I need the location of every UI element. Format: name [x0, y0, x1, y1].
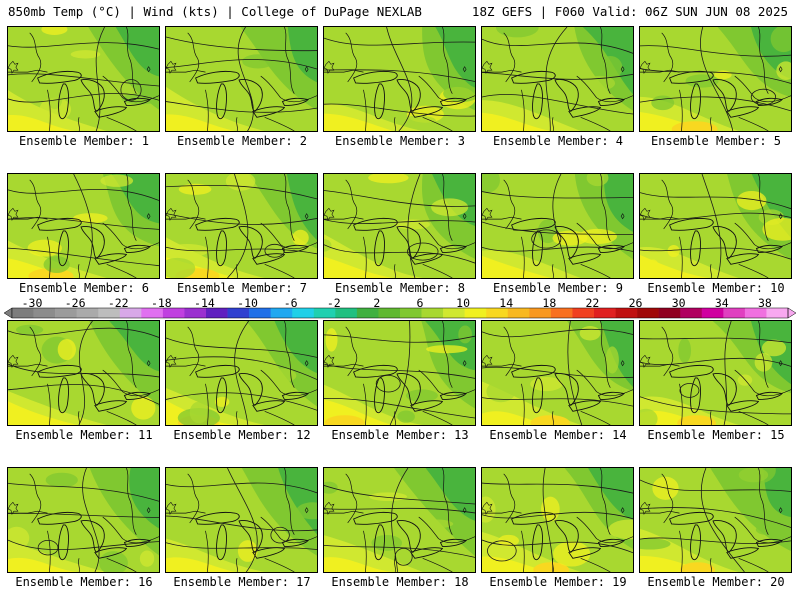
ensemble-member-map[interactable] [165, 26, 318, 132]
colorbar-swatch [572, 308, 595, 318]
colorbar-swatch [658, 308, 681, 318]
colorbar-swatch [33, 308, 56, 318]
colorbar-swatch [701, 308, 724, 318]
colorbar-tick-label: 38 [757, 296, 772, 310]
colorbar-arrow-left [3, 307, 13, 319]
ensemble-member-label: Ensemble Member: 2 [176, 134, 308, 148]
colorbar-tick-label: -26 [64, 296, 86, 310]
ensemble-member-map[interactable] [7, 320, 160, 426]
colorbar-swatch [615, 308, 638, 318]
colorbar-tick-label: -18 [150, 296, 172, 310]
colorbar-swatch [184, 308, 207, 318]
colorbar-swatch [292, 308, 315, 318]
colorbar-tick-label: 22 [585, 296, 600, 310]
colorbar-tick-label: 2 [373, 296, 381, 310]
ensemble-member-map[interactable] [7, 173, 160, 279]
ensemble-member-label: Ensemble Member: 7 [176, 281, 308, 295]
ensemble-member-label: Ensemble Member: 10 [647, 281, 785, 295]
ensemble-member-map[interactable] [165, 173, 318, 279]
temperature-colorbar [3, 307, 797, 319]
colorbar-swatch [680, 308, 703, 318]
ensemble-member-map[interactable] [481, 467, 634, 573]
ensemble-member-label: Ensemble Member: 6 [18, 281, 150, 295]
ensemble-member-label: Ensemble Member: 17 [173, 575, 311, 589]
ensemble-member-label: Ensemble Member: 9 [492, 281, 624, 295]
ensemble-member-label: Ensemble Member: 18 [331, 575, 469, 589]
colorbar-tick-label: 30 [671, 296, 686, 310]
colorbar-swatch [744, 308, 767, 318]
colorbar-swatch [637, 308, 659, 318]
ensemble-member-map[interactable] [7, 26, 160, 132]
colorbar-swatch [55, 308, 77, 318]
map-title: 850mb Temp (°C) | Wind (kts) | College o… [8, 4, 422, 19]
ensemble-member-map[interactable] [323, 320, 476, 426]
ensemble-member-map[interactable] [639, 26, 792, 132]
colorbar-tick-label: 34 [714, 296, 729, 310]
colorbar-swatch [270, 308, 293, 318]
ensemble-member-label: Ensemble Member: 14 [489, 428, 627, 442]
ensemble-member-map[interactable] [165, 467, 318, 573]
ensemble-member-label: Ensemble Member: 11 [15, 428, 153, 442]
colorbar-swatch [119, 308, 142, 318]
colorbar-swatch [162, 308, 185, 318]
colorbar-swatch [249, 308, 271, 318]
colorbar-swatch [227, 308, 250, 318]
colorbar-swatch [378, 308, 401, 318]
colorbar-tick-label: -14 [194, 296, 215, 310]
colorbar-swatch [313, 308, 336, 318]
colorbar-swatch [206, 308, 228, 318]
colorbar-swatch [723, 308, 746, 318]
colorbar-tick-label: -2 [326, 296, 341, 310]
ensemble-member-label: Ensemble Member: 4 [492, 134, 624, 148]
ensemble-member-map[interactable] [165, 320, 318, 426]
ensemble-member-label: Ensemble Member: 5 [650, 134, 782, 148]
colorbar-swatch [464, 308, 487, 318]
colorbar-tick-label: 14 [499, 296, 514, 310]
ensemble-member-label: Ensemble Member: 16 [15, 575, 153, 589]
model-run-info: 18Z GEFS | F060 Valid: 06Z SUN JUN 08 20… [471, 4, 788, 19]
ensemble-member-label: Ensemble Member: 13 [331, 428, 469, 442]
ensemble-member-label: Ensemble Member: 15 [647, 428, 785, 442]
colorbar-tick-label: 26 [628, 296, 643, 310]
colorbar-tick-label: -22 [107, 296, 129, 310]
ensemble-member-label: Ensemble Member: 3 [334, 134, 466, 148]
colorbar-swatch [529, 308, 552, 318]
colorbar-swatch [443, 308, 465, 318]
colorbar-swatch [356, 308, 379, 318]
ensemble-member-map[interactable] [639, 173, 792, 279]
colorbar-swatch [486, 308, 509, 318]
colorbar-tick-label: 10 [456, 296, 471, 310]
colorbar-tick-label: -10 [237, 296, 258, 310]
ensemble-member-label: Ensemble Member: 19 [489, 575, 627, 589]
ensemble-member-map[interactable] [481, 26, 634, 132]
colorbar-tick-label: 6 [416, 296, 424, 310]
ensemble-member-label: Ensemble Member: 8 [334, 281, 466, 295]
colorbar-swatch [400, 308, 422, 318]
colorbar-swatch [507, 308, 530, 318]
ensemble-member-map[interactable] [639, 467, 792, 573]
colorbar-swatch [421, 308, 444, 318]
ensemble-member-map[interactable] [7, 467, 160, 573]
colorbar-swatch [766, 308, 789, 318]
colorbar-swatch [550, 308, 573, 318]
colorbar-swatch [335, 308, 358, 318]
ensemble-member-map[interactable] [323, 173, 476, 279]
ensemble-member-map[interactable] [639, 320, 792, 426]
colorbar-tick-label: 18 [542, 296, 557, 310]
ensemble-member-map[interactable] [481, 320, 634, 426]
ensemble-member-label: Ensemble Member: 1 [18, 134, 150, 148]
colorbar-arrow-right [787, 307, 797, 319]
colorbar-tick-label: -6 [283, 296, 298, 310]
colorbar-tick-label: -30 [21, 296, 43, 310]
colorbar-swatch [12, 308, 34, 318]
ensemble-member-map[interactable] [481, 173, 634, 279]
colorbar-swatch [141, 308, 164, 318]
ensemble-member-map[interactable] [323, 26, 476, 132]
ensemble-member-label: Ensemble Member: 20 [647, 575, 785, 589]
ensemble-member-label: Ensemble Member: 12 [173, 428, 311, 442]
colorbar-swatch [594, 308, 616, 318]
ensemble-member-map[interactable] [323, 467, 476, 573]
colorbar-swatch [76, 308, 99, 318]
colorbar-swatch [98, 308, 121, 318]
